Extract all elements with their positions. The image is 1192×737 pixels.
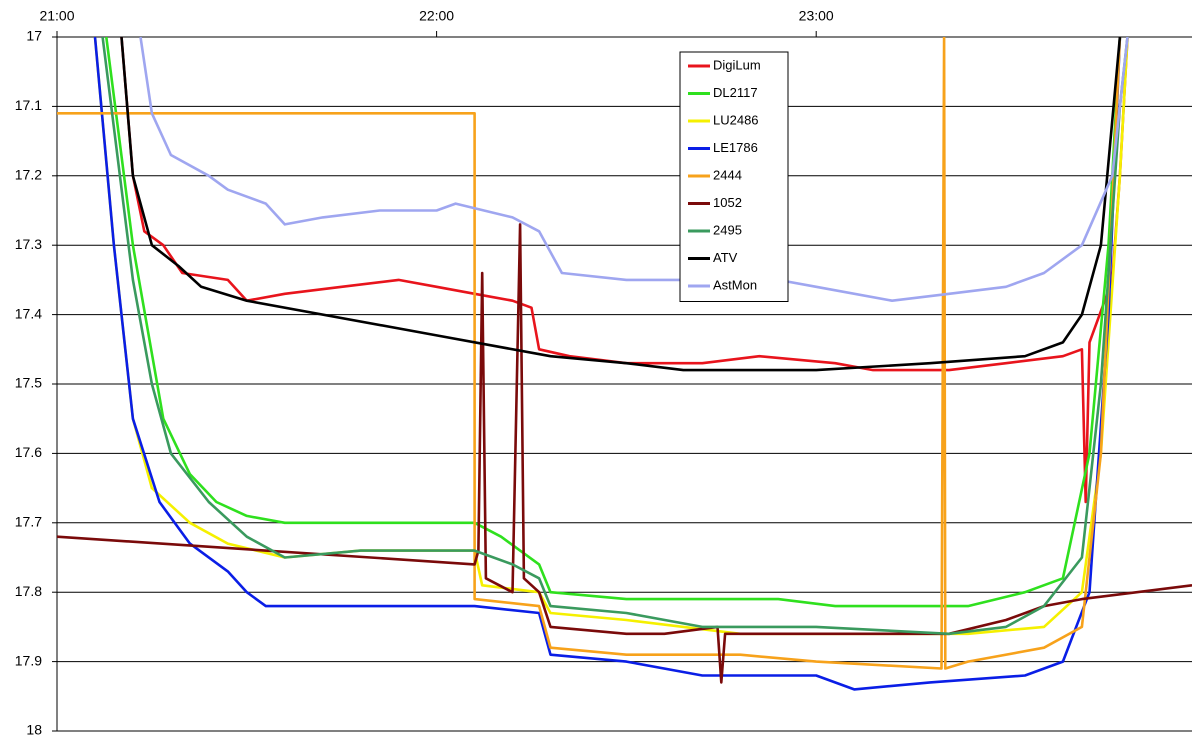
y-tick-label: 17.4 [15,305,42,321]
series-line [93,37,1122,691]
legend-label: AstMon [713,277,757,292]
y-tick-label: 17 [26,28,42,44]
grid: 17 17.1 17.2 17.3 17.4 17.5 17.6 17.7 17.8 17.9 18… [15,8,1192,737]
legend-label: DL2117 [713,85,758,100]
legend-label: 2495 [713,222,742,237]
x-tick-label: 21:00 [39,8,74,24]
series-line [120,37,1129,504]
series-line [139,37,1129,302]
y-tick-label: 17.7 [15,514,42,530]
series-line [57,223,1192,684]
legend-label: 1052 [713,195,742,210]
series-line [93,37,1129,636]
x-tick-label: 23:00 [799,8,834,24]
series-line [57,37,1122,670]
y-tick-label: 17.5 [15,375,42,391]
legend-label: LU2486 [713,112,759,127]
y-tick-label: 18 [26,722,42,737]
legend-label: 2444 [713,167,742,182]
series-line [105,37,1122,608]
y-tick-label: 17.9 [15,652,42,668]
y-tick-label: 17.2 [15,167,42,183]
series-line [101,37,1129,636]
legend: DigiLum DL2117 LU2486 LE1786 2444 1052 2495 ATV… [679,51,789,302]
series-line [120,37,1122,372]
y-tick-label: 17.1 [15,97,42,113]
plot-area [57,37,1192,691]
legend-label: LE1786 [713,140,758,155]
legend-label: DigiLum [713,57,761,72]
legend-label: ATV [713,250,738,265]
y-tick-label: 17.6 [15,444,42,460]
y-tick-label: 17.8 [15,583,42,599]
y-tick-label: 17.3 [15,236,42,252]
x-tick-label: 22:00 [419,8,454,24]
